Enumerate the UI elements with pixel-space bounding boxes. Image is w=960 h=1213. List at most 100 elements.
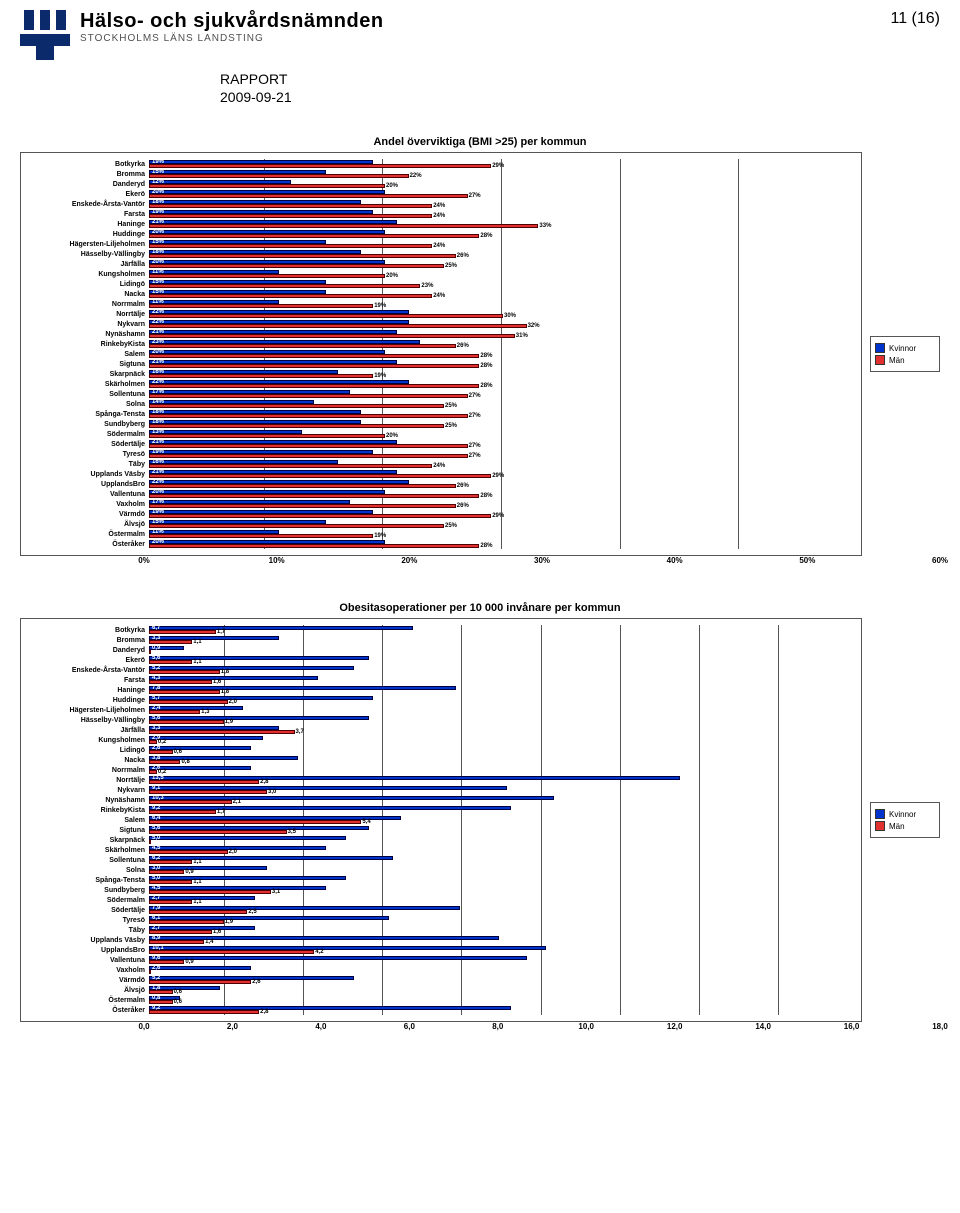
bar-value-man: 26% xyxy=(457,483,469,489)
bar-man: 1,1 xyxy=(149,900,192,904)
category-label: Spånga-Tensta xyxy=(25,411,149,418)
legend-label-man: Män xyxy=(889,356,905,365)
legend-kvinnor: Kvinnor xyxy=(875,343,935,353)
bar-row: Tyresö19%27% xyxy=(25,449,857,459)
bar-value-man: 19% xyxy=(374,303,386,309)
bar-value-man: 22% xyxy=(410,173,422,179)
bar-row: Lidingö2,60,6 xyxy=(25,745,857,755)
bar-man: 33% xyxy=(149,224,538,228)
bar-man: 30% xyxy=(149,314,503,318)
legend-swatch-man-2 xyxy=(875,821,885,831)
bar-man: 24% xyxy=(149,294,432,298)
bar-man: 3,7 xyxy=(149,730,295,734)
bar-value-man: 2,1 xyxy=(233,799,241,805)
bar-man: 1,1 xyxy=(149,880,192,884)
bar-row: Enskede-Årsta-Vantör18%24% xyxy=(25,199,857,209)
bar-track: 15%24% xyxy=(149,290,857,299)
bar-row: Ekerö20%27% xyxy=(25,189,857,199)
bar-value-man: 1,1 xyxy=(193,639,201,645)
category-label: Östermalm xyxy=(25,531,149,538)
bar-value-man: 4,2 xyxy=(315,949,323,955)
bar-row: Upplands Väsby8,91,4 xyxy=(25,935,857,945)
bar-row: Hägersten-Liljeholmen15%24% xyxy=(25,239,857,249)
bar-row: Spånga-Tensta5,01,1 xyxy=(25,875,857,885)
chart-legend: Kvinnor Män xyxy=(870,336,940,372)
category-label: Ekerö xyxy=(25,657,149,664)
bar-row: Östermalm11%19% xyxy=(25,529,857,539)
category-label: Nacka xyxy=(25,291,149,298)
bar-row: Älvsjö1,80,6 xyxy=(25,985,857,995)
bar-row: Nynäshamn21%31% xyxy=(25,329,857,339)
category-label: Österåker xyxy=(25,541,149,548)
category-label: Ekerö xyxy=(25,191,149,198)
bar-man: 4,2 xyxy=(149,950,314,954)
bar-track: 6,21,1 xyxy=(149,856,857,865)
bar-track: 22%30% xyxy=(149,310,857,319)
bar-track: 21%31% xyxy=(149,330,857,339)
category-label: Hässelby-Vällingby xyxy=(25,717,149,724)
bar-row: Skärholmen4,52,0 xyxy=(25,845,857,855)
category-label: Nynäshamn xyxy=(25,797,149,804)
bar-value-man: 19% xyxy=(374,533,386,539)
bar-track: 3,80,8 xyxy=(149,756,857,765)
category-label: Hägersten-Liljeholmen xyxy=(25,707,149,714)
chart2-x-axis: 0,02,04,06,08,010,012,014,016,018,0 xyxy=(144,1022,940,1038)
bar-man: 0,2 xyxy=(149,770,157,774)
category-label: UpplandsBro xyxy=(25,481,149,488)
bar-man: 19% xyxy=(149,534,373,538)
bar-value-man: 2,6 xyxy=(252,979,260,985)
bar-man: 24% xyxy=(149,244,432,248)
bar-man: 27% xyxy=(149,444,468,448)
x-tick: 14,0 xyxy=(755,1022,771,1031)
report-date: 2009-09-21 xyxy=(220,88,940,106)
category-label: Sigtuna xyxy=(25,361,149,368)
bar-track: 17%26% xyxy=(149,500,857,509)
bar-value-man: 27% xyxy=(469,453,481,459)
category-label: Salem xyxy=(25,351,149,358)
bar-row: Nacka15%24% xyxy=(25,289,857,299)
bar-man: 1,1 xyxy=(149,860,192,864)
bar-value-man: 24% xyxy=(433,213,445,219)
legend-swatch-man xyxy=(875,355,885,365)
category-label: Norrmalm xyxy=(25,767,149,774)
bar-value-man: 1,6 xyxy=(213,929,221,935)
bar-value-man: 27% xyxy=(469,413,481,419)
x-tick: 16,0 xyxy=(844,1022,860,1031)
bar-row: Enskede-Årsta-Vantör5,21,8 xyxy=(25,665,857,675)
bar-track: 20%28% xyxy=(149,350,857,359)
page-header: Hälso- och sjukvårdsnämnden STOCKHOLMS L… xyxy=(20,0,940,60)
bar-value-man: 29% xyxy=(492,473,504,479)
category-label: Bromma xyxy=(25,637,149,644)
bar-track: 8,91,4 xyxy=(149,936,857,945)
bar-track: 7,81,8 xyxy=(149,686,857,695)
bar-row: Huddinge5,72,0 xyxy=(25,695,857,705)
bar-row: Bromma15%22% xyxy=(25,169,857,179)
bar-row: Salem20%28% xyxy=(25,349,857,359)
bar-track: 21%28% xyxy=(149,360,857,369)
bar-man: 19% xyxy=(149,374,373,378)
bar-track: 0,80,6 xyxy=(149,996,857,1005)
bar-row: Nykvarn9,13,0 xyxy=(25,785,857,795)
x-tick: 12,0 xyxy=(667,1022,683,1031)
bar-man: 20% xyxy=(149,184,385,188)
x-tick: 40% xyxy=(667,556,683,565)
bar-value-man: 24% xyxy=(433,203,445,209)
bar-track: 2,6 xyxy=(149,966,857,975)
category-label: Tyresö xyxy=(25,917,149,924)
bar-track: 5,01,1 xyxy=(149,876,857,885)
category-label: Sigtuna xyxy=(25,827,149,834)
bar-value-man: 2,8 xyxy=(260,1009,268,1015)
bar-row: Värmdö5,22,6 xyxy=(25,975,857,985)
bar-man: 28% xyxy=(149,494,479,498)
x-tick: 2,0 xyxy=(227,1022,238,1031)
bar-row: Sollentuna6,21,1 xyxy=(25,855,857,865)
bar-value-man: 31% xyxy=(516,333,528,339)
category-label: Södertälje xyxy=(25,907,149,914)
category-label: Vaxholm xyxy=(25,501,149,508)
bar-track: 19%24% xyxy=(149,210,857,219)
bar-man xyxy=(149,840,151,844)
bar-value-man: 1,1 xyxy=(193,859,201,865)
report-label: RAPPORT xyxy=(220,70,940,88)
bar-man: 0,6 xyxy=(149,750,173,754)
bar-row: Järfälla3,33,7 xyxy=(25,725,857,735)
